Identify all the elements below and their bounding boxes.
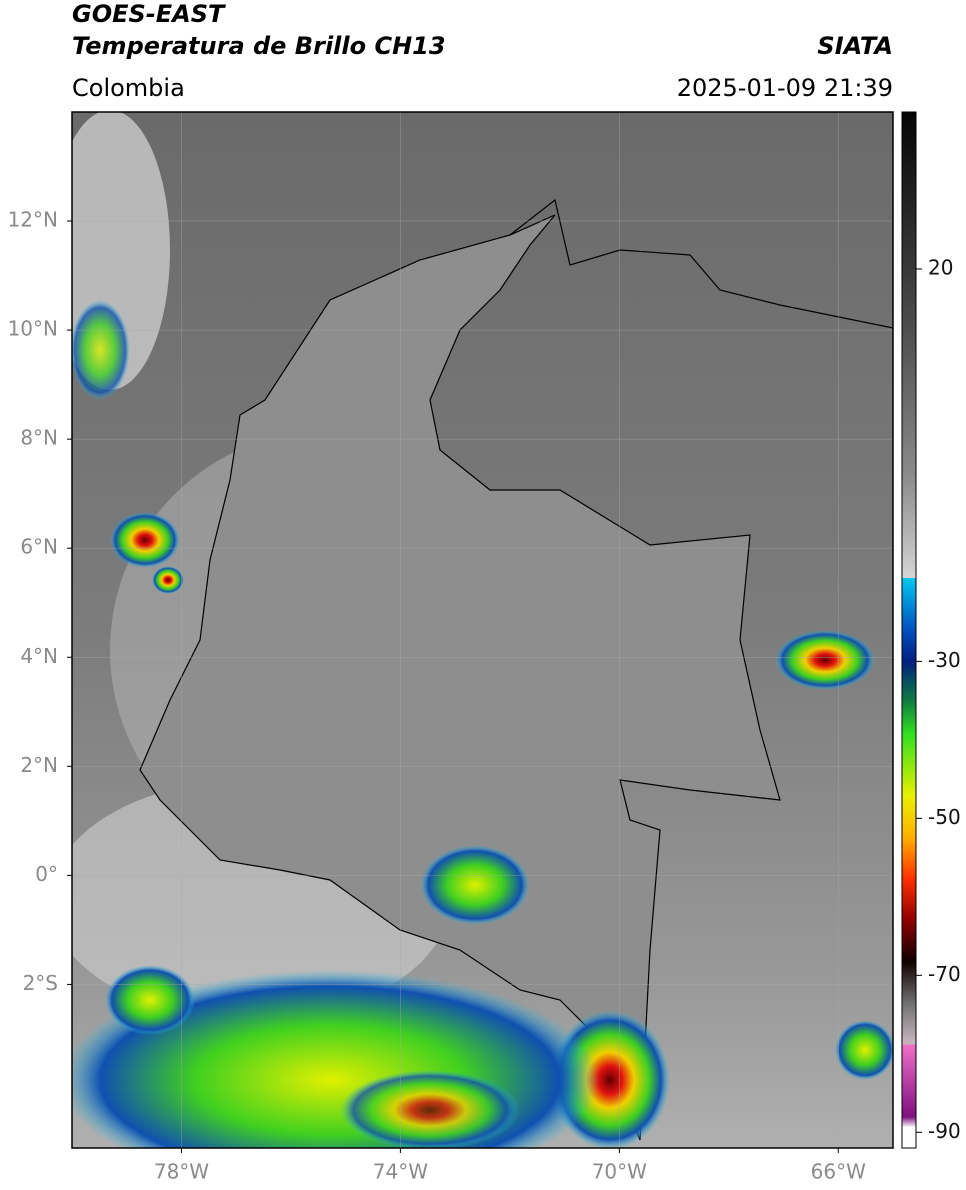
- y-tick-label: 2°N: [20, 753, 58, 777]
- map-frame: [71, 111, 894, 1149]
- title: Temperatura de Brillo CH13: [72, 32, 446, 60]
- colorbar-label: -30: [928, 648, 961, 672]
- y-tick-label: 10°N: [8, 317, 58, 341]
- coastline: [509, 198, 893, 329]
- storm: [775, 630, 875, 690]
- satellite: GOES-EAST: [72, 0, 226, 28]
- source: SIATA: [817, 32, 893, 60]
- grid: [72, 112, 893, 1148]
- storm: [420, 845, 530, 925]
- storm: [105, 965, 195, 1035]
- x-tick-label: 70°W: [592, 1160, 647, 1184]
- storm: [340, 1070, 520, 1148]
- y-tick-label: 0°: [35, 862, 58, 886]
- storm: [110, 512, 180, 568]
- timestamp: 2025-01-09 21:39: [677, 74, 893, 102]
- storm: [152, 566, 184, 594]
- colorbar-label: -90: [928, 1119, 961, 1143]
- y-tick-label: 4°N: [20, 644, 58, 668]
- x-tick-label: 74°W: [373, 1160, 428, 1184]
- storm: [72, 300, 130, 400]
- colorbar-label: -50: [928, 805, 961, 829]
- region: Colombia: [72, 74, 185, 102]
- y-tick-label: 8°N: [20, 426, 58, 450]
- y-tick-label: 2°S: [23, 971, 58, 995]
- x-tick-label: 66°W: [811, 1160, 866, 1184]
- colorbar-label: 20: [928, 255, 953, 279]
- colorbar-label: -70: [928, 962, 961, 986]
- map-image: [72, 112, 893, 1148]
- x-tick-label: 78°W: [154, 1160, 209, 1184]
- y-tick-label: 6°N: [20, 535, 58, 559]
- colombia-border: [139, 214, 781, 1141]
- y-tick-label: 12°N: [8, 208, 58, 232]
- colorbar: [901, 111, 917, 1149]
- storm: [835, 1020, 893, 1080]
